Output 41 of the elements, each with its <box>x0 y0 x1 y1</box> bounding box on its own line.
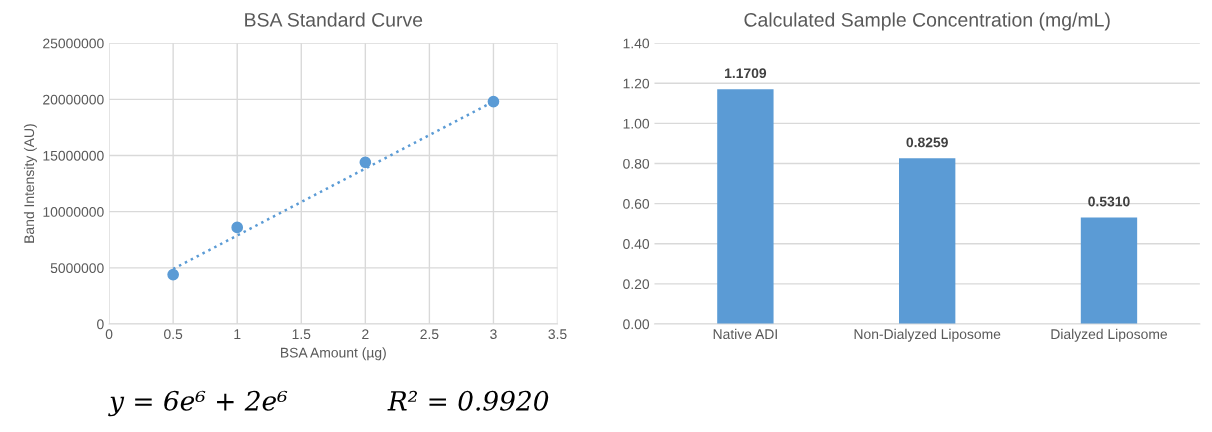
y-tick-label: 25000000 <box>43 38 104 49</box>
bar <box>899 158 956 324</box>
x-tick-label: 0 <box>105 329 113 340</box>
text: y = 6e⁶ + 2e⁶ <box>108 390 288 417</box>
y-tick-label: 1.40 <box>623 38 650 49</box>
x-tick-label: 2 <box>362 329 369 339</box>
y-tick-label: 1.00 <box>623 118 650 129</box>
y-tick-label: 0.60 <box>623 198 650 209</box>
chart-title: Calculated Sample Concentration (mg/mL) <box>744 12 1110 31</box>
x-tick-label: 3.5 <box>548 329 567 340</box>
data-label: 0.5310 <box>1088 196 1130 207</box>
bar <box>717 89 774 324</box>
point <box>359 156 372 169</box>
y-tick-label: 1.20 <box>623 78 650 89</box>
y-axis-title: Band Intensity (AU) <box>23 124 37 243</box>
y-tick-label: 20000000 <box>43 94 104 105</box>
bar <box>1080 217 1138 324</box>
x-tick-label: Dialyzed Liposome <box>1051 328 1168 342</box>
data-label: 1.1709 <box>725 68 767 79</box>
point <box>487 95 500 108</box>
y-tick-label: 0.80 <box>623 158 650 169</box>
point <box>231 221 244 234</box>
x-tick-label: 2.5 <box>420 329 439 340</box>
text: R² = 0.9920 <box>387 390 549 411</box>
x-tick-label: Non-Dialyzed Liposome <box>854 328 1001 342</box>
x-tick-label: Native ADI <box>713 328 777 340</box>
x-tick-label: 3 <box>490 329 497 340</box>
chart-title: BSA Standard Curve <box>245 12 423 27</box>
y-tick-label: 0 <box>97 319 104 330</box>
y-tick-label: 0.40 <box>623 239 650 249</box>
x-tick-label: 0.5 <box>164 329 183 340</box>
y-tick-label: 15000000 <box>43 150 104 161</box>
x-axis-title: BSA Amount (µg) <box>281 347 386 361</box>
y-tick-label: 0.00 <box>623 319 650 330</box>
y-tick-label: 10000000 <box>43 207 104 217</box>
x-tick-label: 1 <box>234 329 241 339</box>
y-tick-label: 0.20 <box>623 279 650 290</box>
y-tick-label: 5000000 <box>50 263 104 274</box>
x-tick-label: 1.5 <box>292 329 311 340</box>
data-label: 0.8259 <box>906 137 948 148</box>
point <box>167 268 179 281</box>
